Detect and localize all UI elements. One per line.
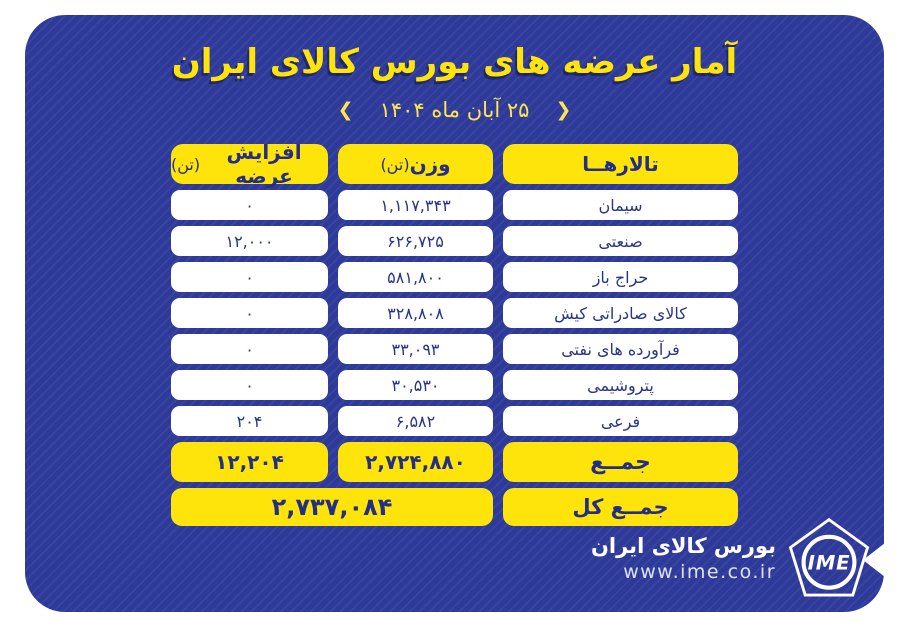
header-increase: افزایش عرضه (تن) — [171, 140, 328, 188]
table-row-hall: کالای صادراتی کیش — [503, 298, 738, 328]
table-row-weight: ۱,۱۱۷,۳۴۳ — [338, 190, 493, 220]
infographic-card: آمار عرضه های بورس کالای ایران ❮ ۲۵ آبان… — [25, 15, 885, 612]
table-row-weight: ۳۲۸,۸۰۸ — [338, 298, 493, 328]
chevron-left-icon: ❮ — [555, 98, 572, 121]
date-text: ۲۵ آبان ماه ۱۴۰۴ — [379, 98, 530, 122]
table-row-hall: حراج باز — [503, 262, 738, 292]
table-row-increase: ۲۰۴ — [171, 406, 328, 436]
total-row-weight: ۲,۷۲۴,۸۸۰ — [338, 442, 493, 482]
header-weight-unit: (تن) — [380, 154, 410, 174]
table-row-increase: ۱۲,۰۰۰ — [171, 226, 328, 256]
table-row-hall: صنعتی — [503, 226, 738, 256]
table-row-weight: ۳۳,۰۹۳ — [338, 334, 493, 364]
header-increase-label: افزایش عرضه — [226, 140, 302, 188]
offers-table: تالارهــا وزن (تن) افزایش عرضه (تن) سیمان … — [171, 140, 738, 526]
table-row-weight: ۶,۵۸۲ — [338, 406, 493, 436]
header-weight: وزن (تن) — [338, 144, 493, 184]
website-url: www.ime.co.ir — [623, 561, 776, 584]
table-row-increase: ۰ — [171, 262, 328, 292]
table-row-increase: ۰ — [171, 190, 328, 220]
footer: بورس کالای ایران www.ime.co.ir IME — [591, 516, 870, 602]
grand-total-label: جمــع کل — [503, 488, 738, 526]
table-row-weight: ۵۸۱,۸۰۰ — [338, 262, 493, 292]
page-title: آمار عرضه های بورس کالای ایران — [171, 42, 738, 82]
table-row-hall: فرعی — [503, 406, 738, 436]
table-row-weight: ۶۲۶,۷۲۵ — [338, 226, 493, 256]
total-row-increase: ۱۲,۲۰۴ — [171, 442, 328, 482]
table-row-hall: سیمان — [503, 190, 738, 220]
table-row-weight: ۳۰,۵۳۰ — [338, 370, 493, 400]
date-row: ❮ ۲۵ آبان ماه ۱۴۰۴ ❯ — [25, 98, 884, 122]
grand-total-value: ۲,۷۳۷,۰۸۴ — [171, 488, 493, 526]
table-row-hall: فرآورده های نفتی — [503, 334, 738, 364]
total-row-label: جمــع — [503, 442, 738, 482]
table-row-hall: پتروشیمی — [503, 370, 738, 400]
table-row-increase: ۰ — [171, 298, 328, 328]
header-weight-label: وزن — [409, 152, 451, 176]
ime-logo-text: IME — [808, 552, 851, 575]
chevron-right-icon: ❯ — [337, 98, 354, 121]
footer-text: بورس کالای ایران www.ime.co.ir — [591, 533, 776, 585]
header-increase-unit: (تن) — [171, 154, 201, 174]
ime-logo-icon: IME — [788, 517, 870, 597]
header-halls: تالارهــا — [503, 144, 738, 184]
table-row-increase: ۰ — [171, 334, 328, 364]
brand-name: بورس کالای ایران — [591, 534, 776, 558]
table-row-increase: ۰ — [171, 370, 328, 400]
